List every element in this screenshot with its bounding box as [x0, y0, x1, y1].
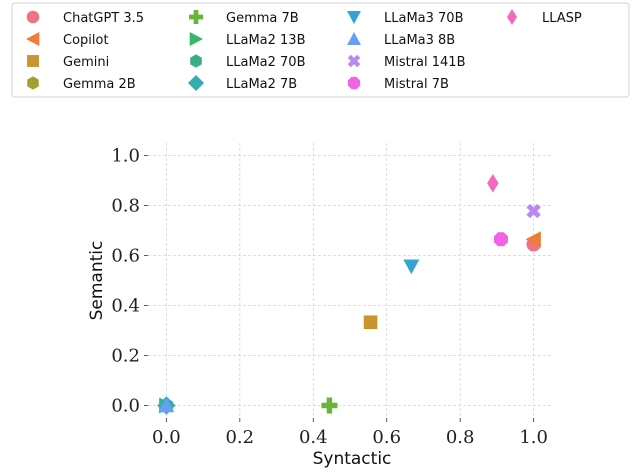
- legend-label: LLaMa2 13B: [226, 33, 306, 48]
- y-tick-label: 0.0: [111, 396, 140, 417]
- legend-label: LLaMa3 70B: [384, 11, 464, 26]
- legend-marker: [26, 32, 40, 46]
- legend-marker: [347, 76, 361, 90]
- y-tick-label: 0.6: [111, 246, 140, 267]
- legend-label: Gemma 7B: [226, 11, 299, 26]
- x-tick-label: 0.0: [152, 427, 181, 448]
- legend-label: Copilot: [63, 33, 109, 48]
- x-tick-label: 1.0: [519, 427, 548, 448]
- legend-label: LLaMa2 7B: [226, 77, 297, 92]
- legend-marker: [187, 74, 205, 92]
- legend-label: Gemma 2B: [63, 77, 136, 92]
- legend-item: ChatGPT 3.5: [26, 10, 144, 26]
- legend-label: Mistral 7B: [384, 77, 449, 92]
- y-tick-label: 0.2: [111, 346, 140, 367]
- legend-label: LLASP: [542, 11, 582, 26]
- y-axis-title: Semantic: [87, 241, 107, 321]
- y-tick-label: 0.8: [111, 196, 140, 217]
- data-point: [493, 232, 508, 247]
- legend-marker-shape: [347, 54, 361, 68]
- data-point: [321, 397, 338, 414]
- data-point: [525, 231, 541, 248]
- x-tick-label: 0.4: [299, 427, 328, 448]
- legend-item: LLaMa3 8B: [347, 32, 455, 48]
- legend-label: Gemini: [63, 55, 109, 70]
- legend-item: Copilot: [26, 32, 109, 48]
- legend-frame: [11, 2, 630, 98]
- axes: 0.0 0.2 0.4 0.6 0.8 1.0 0.0 0.2 0.4 0.6 0.8 1.0: [111, 146, 548, 449]
- data-point-shape: [526, 203, 541, 219]
- legend-item: Gemma 2B: [27, 76, 136, 92]
- data-point: [487, 174, 499, 193]
- legend-marker: [27, 76, 39, 90]
- legend-item: LLaMa3 70B: [347, 11, 464, 26]
- data-point: [158, 397, 175, 413]
- x-tick-label: 0.6: [372, 427, 401, 448]
- y-tick-label: 1.0: [111, 146, 140, 167]
- legend-label: LLaMa2 70B: [226, 55, 306, 70]
- grid: [148, 143, 552, 418]
- legend-marker: [347, 11, 361, 24]
- legend-marker: [347, 32, 361, 45]
- data-point: [526, 203, 541, 219]
- legend-label: ChatGPT 3.5: [63, 11, 144, 26]
- legend-item: LLaMa2 13B: [189, 32, 306, 48]
- x-tick-label: 0.8: [446, 427, 475, 448]
- legend-marker: [506, 8, 518, 26]
- legend-item: LLaMa2 7B: [187, 74, 297, 92]
- legend-item: LLaMa2 70B: [190, 54, 306, 70]
- x-tick-label: 0.2: [225, 427, 254, 448]
- x-axis-title: Syntactic: [313, 449, 392, 469]
- legend-label: LLaMa3 8B: [384, 33, 455, 48]
- legend-item: Mistral 141B: [347, 54, 466, 70]
- legend-marker: [27, 55, 39, 67]
- data-points: [157, 174, 541, 415]
- y-tick-label: 0.4: [111, 296, 140, 317]
- data-point: [403, 259, 420, 275]
- legend-item: Gemma 7B: [189, 10, 299, 26]
- legend-marker: [189, 32, 203, 46]
- legend-marker: [190, 54, 202, 68]
- legend-label: Mistral 141B: [384, 55, 466, 70]
- legend-marker: [26, 10, 40, 24]
- legend-marker: [189, 10, 203, 24]
- legend: ChatGPT 3.5 Copilot Gemini Gemma 2B Gemma 7B…: [11, 2, 630, 98]
- legend-item: LLASP: [506, 8, 582, 26]
- legend-item: Mistral 7B: [347, 76, 449, 92]
- data-point: [363, 315, 378, 330]
- legend-marker: [347, 54, 361, 68]
- legend-item: Gemini: [27, 55, 109, 70]
